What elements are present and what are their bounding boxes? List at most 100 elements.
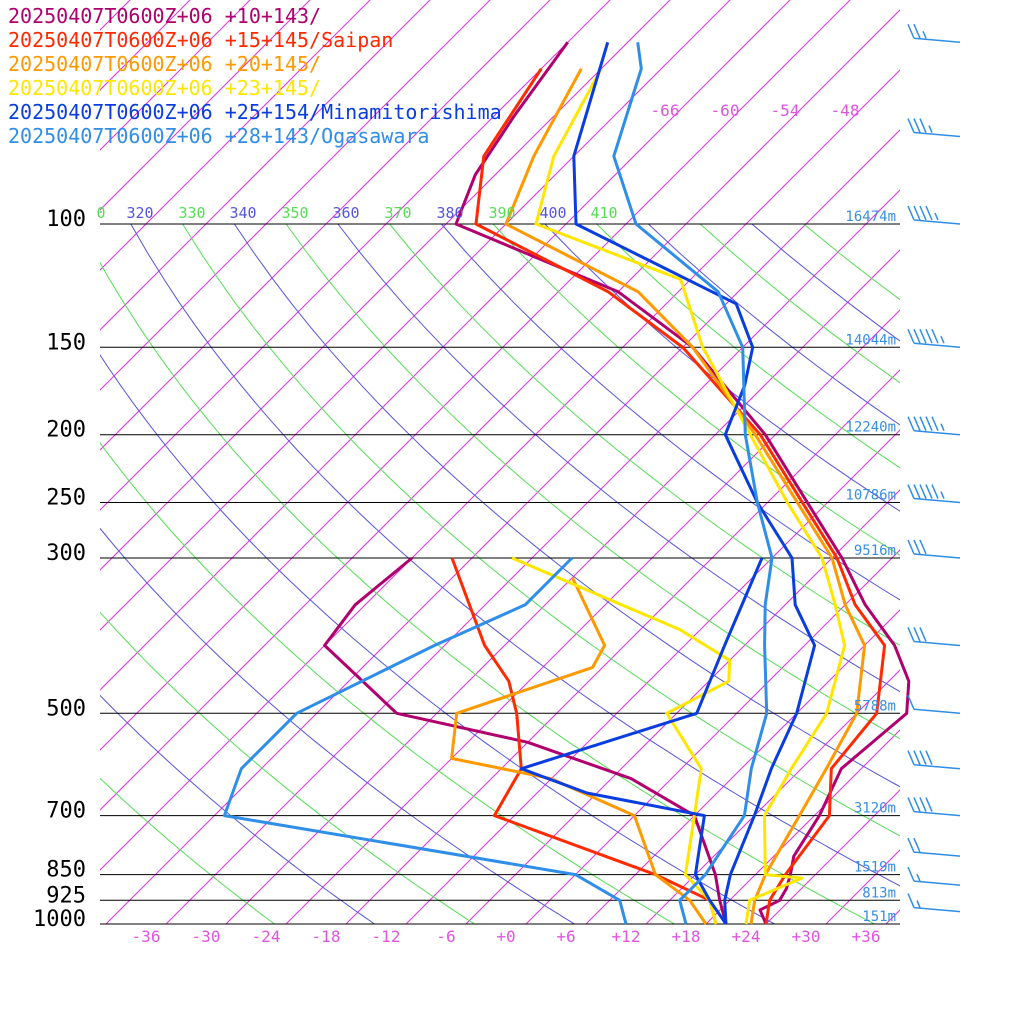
height-label: 14044m: [845, 332, 896, 348]
temperature-line-5: [572, 41, 817, 925]
dry-adiabat-line: [648, 223, 900, 426]
x-tick-label: -30: [192, 927, 221, 946]
dry-adiabat-line: [233, 223, 900, 788]
sounding-series: [222, 41, 911, 925]
wind-barb: [907, 797, 961, 817]
temperature-line-1: [454, 41, 911, 925]
height-label: 9516m: [854, 543, 896, 559]
theta-label: 330: [178, 204, 205, 222]
pressure-label: 925: [46, 883, 86, 908]
isotherm-line: [525, 549, 900, 924]
isotherm-line: [585, 609, 900, 924]
dry-adiabat-line: [100, 777, 276, 924]
pressure-label: 850: [46, 858, 86, 883]
wind-barbs: [907, 23, 961, 913]
dry-adiabat-lines: [100, 223, 900, 924]
height-label: 16474m: [845, 209, 896, 225]
theta-label: 360: [332, 204, 359, 222]
pressure-label: 300: [46, 541, 86, 566]
isotherm-line: [645, 669, 900, 924]
isotherm-line: [1006, 0, 1024, 924]
height-label: 1519m: [854, 860, 896, 876]
dewpoint-line-6: [222, 556, 628, 925]
x-tick-label: +18: [672, 927, 701, 946]
legend-entry-6: 20250407T0600Z+06 +28+143/Ogasawara: [8, 124, 430, 148]
dry-adiabat-line: [100, 611, 476, 924]
x-tick-label: +36: [852, 927, 881, 946]
pressure-label: 700: [46, 799, 86, 824]
pressure-label: 100: [46, 207, 86, 232]
isotherm-line: [465, 489, 900, 924]
isotherm-line: [100, 0, 311, 211]
wind-barb: [907, 328, 961, 349]
wind-barb: [907, 694, 961, 715]
x-tick-label: +24: [732, 927, 761, 946]
legend-entry-5: 20250407T0600Z+06 +25+154/Minamitorishim…: [8, 100, 502, 124]
isotherm-line: [100, 0, 491, 391]
dewpoint-line-5: [519, 557, 764, 925]
theta-label: 350: [281, 204, 308, 222]
theta-label: 320: [126, 204, 153, 222]
pressure-label: 200: [46, 418, 86, 443]
height-label: 3120m: [854, 801, 896, 817]
dry-adiabat-line: [441, 223, 900, 601]
isotherm-label: -48: [831, 101, 860, 120]
x-tick-label: -18: [312, 927, 341, 946]
dry-adiabat-line: [803, 223, 900, 301]
x-tick-label: -24: [252, 927, 281, 946]
isotherm-line: [825, 849, 900, 924]
pressure-label: 250: [46, 486, 86, 511]
legend-entry-1: 20250407T0600Z+06 +10+143/: [8, 4, 322, 28]
wind-barb: [907, 893, 961, 913]
x-tick-label: -36: [132, 927, 161, 946]
theta-label: 390: [488, 204, 515, 222]
x-tick-label: -6: [436, 927, 455, 946]
theta-label: 370: [384, 204, 411, 222]
isotherm-line: [100, 0, 251, 151]
wind-barb: [907, 750, 961, 770]
dry-adiabat-line: [492, 223, 900, 556]
theta-label: 400: [539, 204, 566, 222]
height-label: 151m: [862, 909, 896, 925]
isotherm-line: [0, 0, 5, 924]
isotherm-label: -54: [771, 101, 800, 120]
x-tick-label: +6: [556, 927, 575, 946]
wind-barb: [907, 866, 961, 886]
isotherm-label: -66: [651, 101, 680, 120]
wind-barb: [907, 205, 961, 225]
legend-entry-2: 20250407T0600Z+06 +15+145/Saipan: [8, 28, 394, 52]
dewpoint-line-3: [450, 576, 708, 925]
isotherm-line: [100, 0, 431, 331]
legend: 20250407T0600Z+06 +10+143/ 20250407T0600…: [8, 4, 502, 148]
wind-barb: [907, 118, 961, 138]
dry-adiabat-line: [285, 223, 900, 740]
dry-adiabat-line: [130, 223, 900, 887]
height-label: 813m: [862, 885, 896, 901]
height-label: 12240m: [845, 420, 896, 436]
temperature-line-6: [612, 42, 774, 925]
x-tick-label: +0: [496, 927, 515, 946]
legend-entry-4: 20250407T0600Z+06 +23+145/: [8, 76, 322, 100]
wind-barb: [907, 627, 961, 647]
dry-adiabat-line: [100, 442, 676, 924]
height-label: 5788m: [854, 698, 896, 714]
legend-entry-3: 20250407T0600Z+06 +20+145/: [8, 52, 322, 76]
x-tick-label: +12: [612, 927, 641, 946]
temperature-line-2: [474, 67, 887, 925]
dry-adiabat-line: [100, 354, 776, 924]
isotherm-line: [705, 729, 900, 924]
x-tick-label: -12: [372, 927, 401, 946]
isotherm-line: [100, 0, 371, 271]
theta-label: 0: [96, 204, 105, 222]
pressure-label: 1000: [33, 907, 86, 932]
dry-adiabat-line: [100, 261, 876, 924]
dry-adiabat-line: [100, 527, 576, 924]
wind-barb: [907, 539, 961, 559]
dry-adiabat-line: [182, 223, 900, 837]
isotherm-line: [946, 0, 1024, 924]
temperature-line-3: [504, 67, 867, 925]
theta-label: 410: [590, 204, 617, 222]
pressure-label: 150: [46, 330, 86, 355]
isotherm-line: [885, 909, 900, 924]
